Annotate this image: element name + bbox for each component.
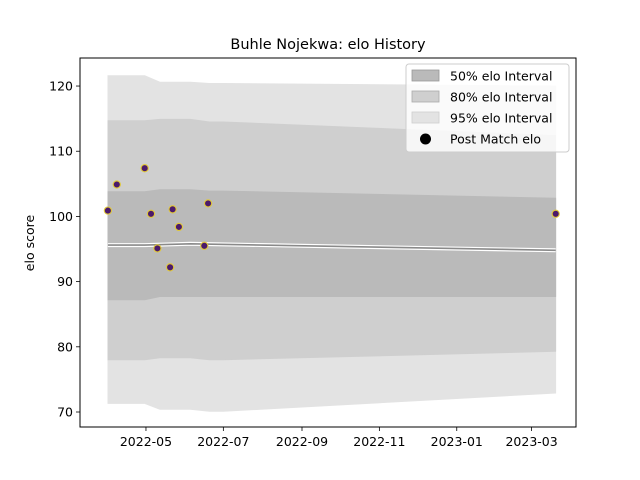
legend-swatch xyxy=(411,69,440,82)
x-tick-label: 2022-07 xyxy=(197,434,249,449)
data-point xyxy=(165,263,175,272)
y-tick-label: 100 xyxy=(49,209,73,224)
legend-swatch xyxy=(411,90,440,103)
legend-box xyxy=(405,63,570,153)
y-tick-label: 70 xyxy=(57,405,73,420)
data-point xyxy=(174,222,184,232)
x-tick-label: 2022-05 xyxy=(120,434,172,449)
data-point xyxy=(200,241,209,250)
y-axis-label: elo score xyxy=(22,215,37,272)
data-point xyxy=(112,180,121,189)
data-point xyxy=(153,244,162,253)
data-point xyxy=(103,206,113,215)
legend: 50% elo Interval 80% elo Interval 95% elo … xyxy=(405,63,570,153)
x-tick-label: 2023-01 xyxy=(431,434,483,449)
legend-swatch xyxy=(411,111,440,124)
data-point xyxy=(168,205,177,214)
legend-label: 80% elo Interval xyxy=(450,90,552,105)
y-tick-label: 110 xyxy=(49,144,73,159)
axes: 2022-05 2022-07 2022-09 2022-11 2023-01 2023-… xyxy=(49,79,558,449)
x-tick-label: 2022-09 xyxy=(276,434,328,449)
data-point xyxy=(146,209,156,218)
plot-area xyxy=(103,75,560,412)
y-tick-label: 120 xyxy=(49,79,73,94)
legend-marker xyxy=(420,133,431,145)
mean-line xyxy=(107,242,556,252)
legend-label: Post Match elo xyxy=(450,132,541,147)
plot-frame xyxy=(79,57,577,428)
x-tick-label: 2022-11 xyxy=(353,434,405,449)
chart-title: Buhle Nojekwa: elo History xyxy=(230,37,426,53)
legend-label: 95% elo Interval xyxy=(450,111,552,126)
x-tick-label: 2023-03 xyxy=(505,434,557,449)
y-tick-label: 90 xyxy=(57,274,73,289)
legend-label: 50% elo Interval xyxy=(450,69,552,84)
y-tick-label: 80 xyxy=(57,339,73,354)
data-point xyxy=(551,209,560,218)
data-point xyxy=(140,164,149,173)
data-point xyxy=(203,199,213,208)
